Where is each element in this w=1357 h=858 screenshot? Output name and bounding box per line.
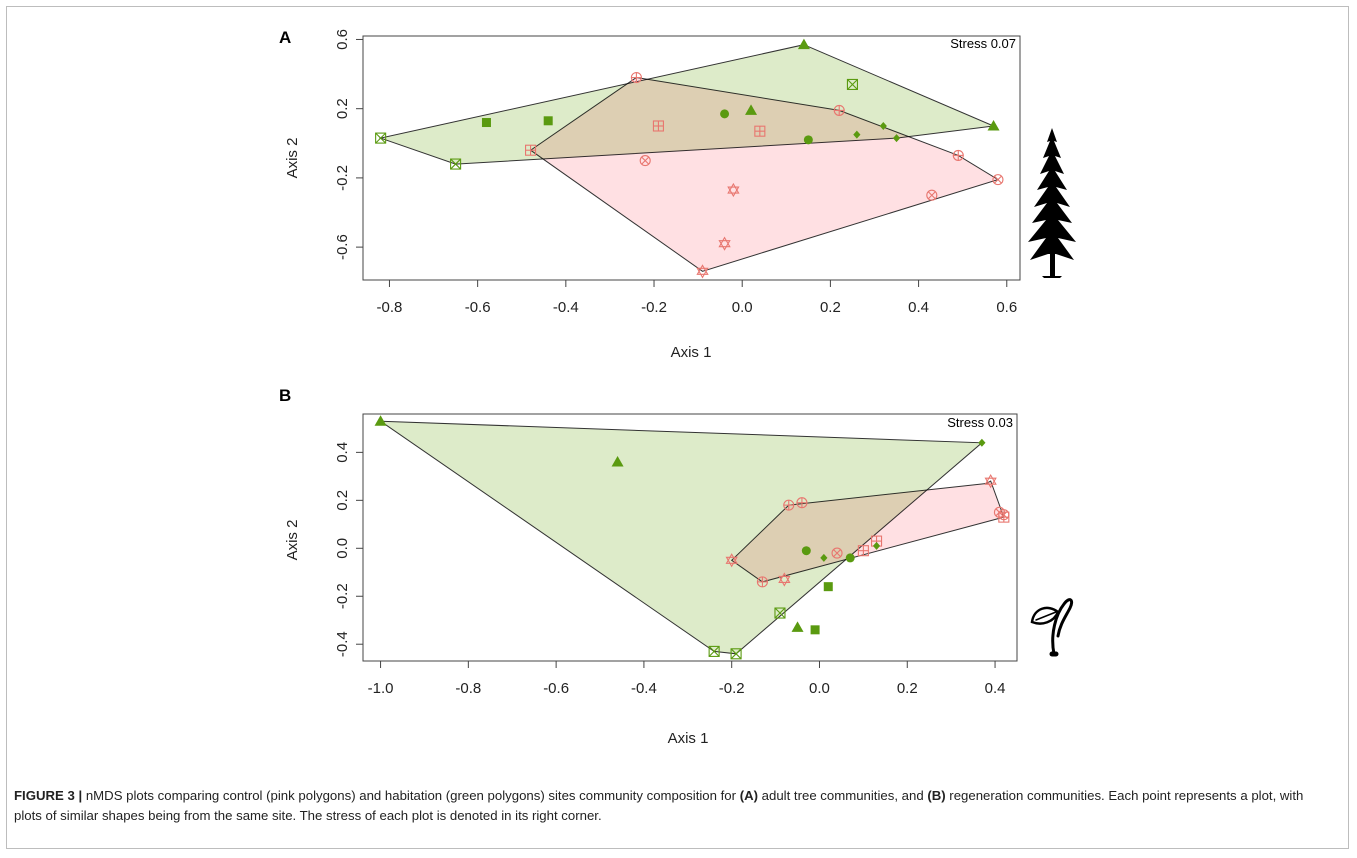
habitation-point: [730, 648, 742, 660]
control-point: [696, 264, 709, 279]
control-point: [718, 236, 731, 251]
figure-frame: [6, 6, 1349, 849]
x-tick-label: -1.0: [368, 680, 394, 697]
panel-b-x-axis: -1.0 -0.8 -0.6 -0.4 -0.2 0.0 0.2 0.4: [368, 660, 1006, 697]
panel-a: A -0.8 -0.6 -0.4 -0.2 0.0 0.2 0.4 0.6 -0.6 -0.2 0…: [279, 28, 1076, 361]
seedling-icon: [1030, 598, 1074, 657]
x-tick-label: -0.4: [553, 299, 579, 316]
x-tick-label: -0.6: [543, 680, 569, 697]
control-point: [952, 149, 964, 161]
y-tick-label: 0.2: [334, 490, 351, 511]
habitation-point: [708, 645, 720, 657]
habitation-point: [374, 415, 387, 426]
control-point: [525, 144, 537, 156]
figure-caption: FIGURE 3 | nMDS plots comparing control …: [14, 786, 1334, 825]
x-tick-label: 0.4: [985, 680, 1006, 697]
x-tick-label: -0.2: [719, 680, 745, 697]
caption-ref-a: (A): [739, 788, 758, 803]
conifer-tree-icon: [1028, 128, 1076, 278]
control-point: [639, 155, 651, 167]
panel-a-x-axis-label: Axis 1: [671, 344, 712, 361]
habitation-point: [797, 38, 810, 50]
panel-b-x-axis-label: Axis 1: [668, 730, 709, 747]
control-point: [756, 576, 768, 588]
habitation-point: [853, 130, 861, 139]
habitation-point: [481, 118, 491, 128]
panel-b-y-axis-label: Axis 2: [284, 520, 301, 561]
habitation-point: [978, 438, 986, 447]
y-tick-label: 0.4: [334, 442, 351, 463]
panel-b-stress-annotation: Stress 0.03: [947, 415, 1013, 430]
habitation-point: [879, 121, 887, 130]
control-point: [783, 499, 795, 511]
habitation-point: [810, 625, 820, 635]
panel-a-label: A: [279, 28, 291, 47]
x-tick-label: -0.8: [455, 680, 481, 697]
habitation-point: [774, 607, 786, 619]
habitation-point: [611, 455, 624, 467]
caption-label: FIGURE 3 |: [14, 788, 83, 803]
panel-a-stress-annotation: Stress 0.07: [950, 36, 1016, 51]
control-point: [831, 547, 843, 559]
y-tick-label: -0.2: [334, 165, 351, 191]
x-tick-label: 0.6: [996, 299, 1017, 316]
y-tick-label: -0.2: [334, 583, 351, 609]
habitation-point: [892, 134, 901, 143]
habitation-point: [820, 553, 828, 562]
habitation-point: [846, 78, 858, 91]
habitation-point: [791, 621, 804, 632]
panel-a-x-axis: -0.8 -0.6 -0.4 -0.2 0.0 0.2 0.4 0.6: [377, 279, 1017, 316]
panel-b: B -1.0 -0.8 -0.6 -0.4 -0.2 0.0 0.2 0.4 -0.4 -0.2…: [279, 386, 1074, 747]
x-tick-label: 0.4: [908, 299, 929, 316]
x-tick-label: -0.4: [631, 680, 657, 697]
panel-b-y-axis: -0.4 -0.2 0.0 0.2 0.4: [334, 442, 363, 657]
control-point: [857, 545, 869, 557]
control-point: [998, 509, 1010, 521]
habitation-point: [375, 132, 387, 144]
habitation-point: [720, 109, 730, 119]
panel-b-label: B: [279, 386, 291, 405]
y-tick-label: 0.0: [334, 538, 351, 559]
habitation-point: [543, 116, 553, 126]
y-tick-label: -0.4: [334, 631, 351, 657]
panel-b-points: [374, 415, 1010, 660]
habitation-point: [801, 546, 811, 556]
habitation-point: [803, 135, 813, 145]
panel-a-y-axis: -0.6 -0.2 0.2 0.6: [334, 29, 363, 260]
nmds-figure: A -0.8 -0.6 -0.4 -0.2 0.0 0.2 0.4 0.6 -0.6 -0.2 0…: [279, 28, 1076, 747]
x-tick-label: -0.8: [377, 299, 403, 316]
control-point: [778, 572, 791, 587]
control-point: [652, 120, 664, 132]
x-tick-label: -0.2: [641, 299, 667, 316]
habitation-point: [450, 158, 462, 170]
control-point: [796, 497, 808, 509]
x-tick-label: 0.0: [809, 680, 830, 697]
y-tick-label: 0.2: [334, 98, 351, 119]
habitation-point: [745, 104, 758, 115]
caption-text-1: nMDS plots comparing control (pink polyg…: [82, 788, 740, 803]
x-tick-label: -0.6: [465, 299, 491, 316]
panel-a-y-axis-label: Axis 2: [284, 138, 301, 179]
panel-a-points: [375, 38, 1004, 279]
y-tick-label: 0.6: [334, 29, 351, 50]
y-tick-label: -0.6: [334, 234, 351, 260]
control-point: [992, 174, 1004, 186]
habitation-point: [845, 553, 855, 563]
caption-text-2: adult tree communities, and: [758, 788, 928, 803]
control-point: [984, 474, 997, 489]
control-point: [725, 553, 738, 568]
caption-text-3: regeneration communities. Each point rep…: [14, 788, 1304, 823]
habitation-point: [823, 582, 833, 592]
control-point: [833, 104, 845, 116]
x-tick-label: 0.2: [897, 680, 918, 697]
control-point: [754, 125, 766, 137]
caption-ref-b: (B): [927, 788, 946, 803]
habitation-point: [872, 541, 881, 550]
control-point: [630, 71, 642, 84]
habitation-point: [987, 119, 1000, 131]
x-tick-label: 0.2: [820, 299, 841, 316]
x-tick-label: 0.0: [732, 299, 753, 316]
control-point: [926, 189, 938, 201]
control-point: [727, 182, 740, 198]
